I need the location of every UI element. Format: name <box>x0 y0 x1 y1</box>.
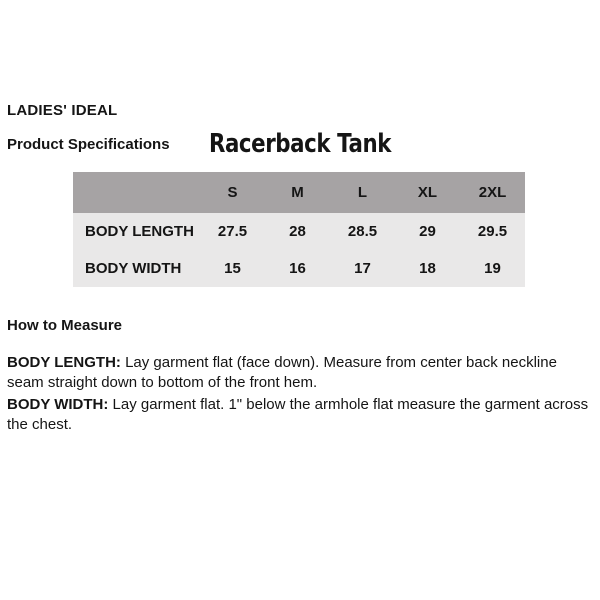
instruction-label: BODY WIDTH: <box>7 396 109 413</box>
size-value-cell: 19 <box>484 260 501 277</box>
column-header-m: M <box>291 184 304 201</box>
size-value-cell: 29 <box>419 223 436 240</box>
size-value-cell: 18 <box>419 260 436 277</box>
brand-name: LADIES' IDEAL <box>7 102 118 119</box>
size-spec-table: S M L XL 2XL BODY LENGTH 27.5 28 28.5 29… <box>73 172 525 287</box>
table-header-row: S M L XL 2XL <box>73 172 525 213</box>
column-header-xl: XL <box>417 184 438 201</box>
instruction-body-length: BODY LENGTH: Lay garment flat (face down… <box>7 353 596 393</box>
row-label: BODY WIDTH <box>85 260 182 277</box>
row-label: BODY LENGTH <box>85 223 194 240</box>
table-row-body-length: BODY LENGTH 27.5 28 28.5 29 29.5 <box>73 213 525 250</box>
instruction-text: Lay garment flat. 1" below the armhole f… <box>7 396 589 433</box>
product-title: Racerback Tank <box>208 129 392 159</box>
table-row-body-width: BODY WIDTH 15 16 17 18 19 <box>73 250 525 287</box>
column-header-l: L <box>357 184 368 201</box>
column-header-s: S <box>227 184 238 201</box>
section-label: Product Specifications <box>7 136 170 153</box>
instruction-text: Lay garment flat (face down). Measure fr… <box>7 354 557 391</box>
instruction-label: BODY LENGTH: <box>7 354 121 371</box>
instruction-body-width: BODY WIDTH: Lay garment flat. 1" below t… <box>7 395 596 435</box>
size-value-cell: 17 <box>354 260 371 277</box>
size-value-cell: 29.5 <box>477 223 508 240</box>
size-value-cell: 16 <box>289 260 306 277</box>
size-value-cell: 15 <box>224 260 241 277</box>
measure-instructions: BODY LENGTH: Lay garment flat (face down… <box>7 353 596 435</box>
size-value-cell: 27.5 <box>217 223 248 240</box>
how-to-measure-heading: How to Measure <box>7 317 123 334</box>
column-header-2xl: 2XL <box>478 184 507 201</box>
size-value-cell: 28 <box>289 223 306 240</box>
size-value-cell: 28.5 <box>347 223 378 240</box>
